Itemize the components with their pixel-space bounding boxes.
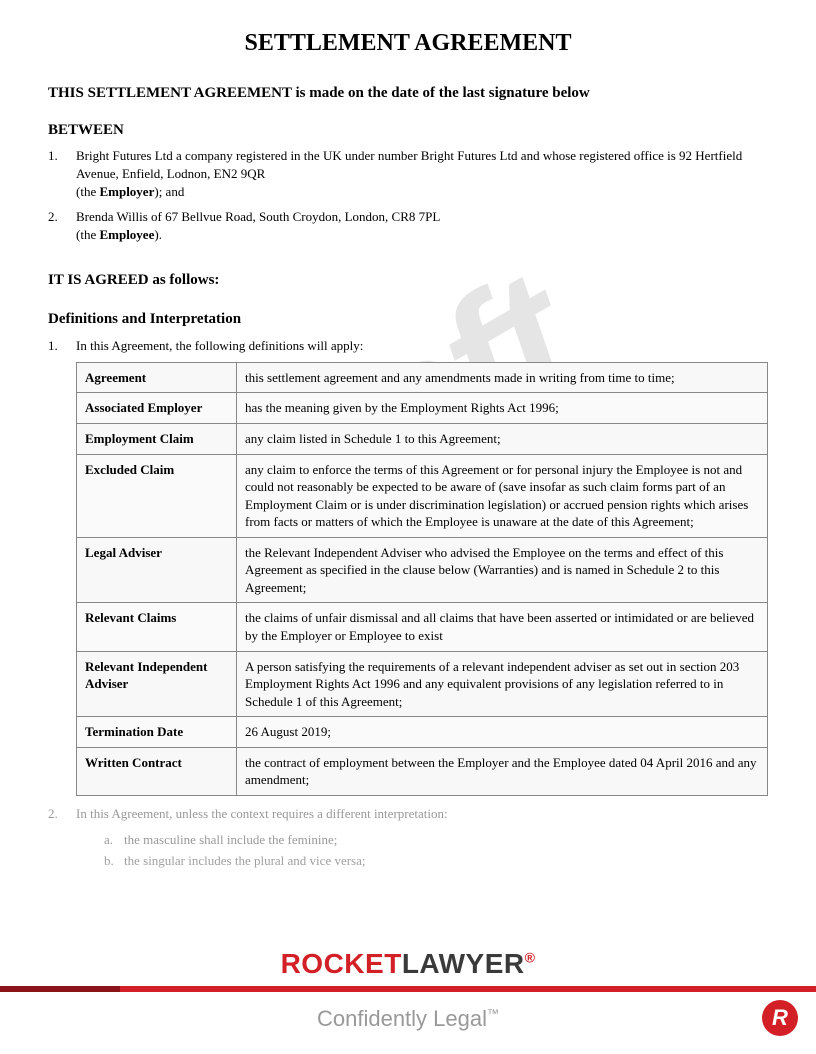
sub-letter: b. [104, 851, 124, 871]
sub-text: the singular includes the plural and vic… [124, 851, 366, 871]
table-row: Termination Date 26 August 2019; [77, 717, 768, 748]
sub-letter: a. [104, 830, 124, 850]
party-text: Bright Futures Ltd a company registered … [76, 148, 742, 181]
agreed-heading: IT IS AGREED as follows: [48, 272, 768, 289]
footer-logo: ROCKETLAWYER® [0, 948, 816, 986]
party-role-suffix: ). [154, 227, 162, 242]
definition-term: Associated Employer [77, 393, 237, 424]
party-item: 1. Bright Futures Ltd a company register… [48, 147, 768, 202]
definition-text: any claim to enforce the terms of this A… [237, 454, 768, 537]
clause-2: 2. In this Agreement, unless the context… [48, 806, 768, 822]
definition-text: any claim listed in Schedule 1 to this A… [237, 424, 768, 455]
intro-line: THIS SETTLEMENT AGREEMENT is made on the… [48, 85, 768, 102]
party-body: Bright Futures Ltd a company registered … [76, 147, 768, 202]
table-row: Employment Claim any claim listed in Sch… [77, 424, 768, 455]
definition-term: Written Contract [77, 747, 237, 795]
document-title: SETTLEMENT AGREEMENT [48, 30, 768, 57]
clause-text: In this Agreement, unless the context re… [76, 806, 448, 822]
registered-mark: ® [525, 950, 536, 966]
document-page: SETTLEMENT AGREEMENT THIS SETTLEMENT AGR… [0, 0, 816, 871]
party-body: Brenda Willis of 67 Bellvue Road, South … [76, 208, 768, 244]
table-row: Agreement this settlement agreement and … [77, 362, 768, 393]
definition-term: Agreement [77, 362, 237, 393]
definition-text: A person satisfying the requirements of … [237, 651, 768, 717]
party-role-prefix: (the [76, 184, 99, 199]
party-role: Employee [99, 227, 154, 242]
definition-term: Employment Claim [77, 424, 237, 455]
definition-term: Termination Date [77, 717, 237, 748]
tagline-text: Confidently Legal [317, 1006, 487, 1031]
definition-text: the Relevant Independent Adviser who adv… [237, 537, 768, 603]
party-text: Brenda Willis of 67 Bellvue Road, South … [76, 209, 440, 224]
between-heading: BETWEEN [48, 122, 768, 139]
party-number: 1. [48, 147, 76, 202]
definition-term: Excluded Claim [77, 454, 237, 537]
clause-2-sublist: a. the masculine shall include the femin… [48, 830, 768, 871]
table-row: Written Contract the contract of employm… [77, 747, 768, 795]
list-item: b. the singular includes the plural and … [104, 851, 768, 871]
footer-tagline: Confidently Legal™ R [0, 992, 816, 1054]
table-row: Associated Employer has the meaning give… [77, 393, 768, 424]
definition-term: Relevant Independent Adviser [77, 651, 237, 717]
definition-term: Relevant Claims [77, 603, 237, 651]
brand-badge-icon: R [762, 1000, 798, 1036]
sub-text: the masculine shall include the feminine… [124, 830, 337, 850]
table-row: Legal Adviser the Relevant Independent A… [77, 537, 768, 603]
parties-list: 1. Bright Futures Ltd a company register… [48, 147, 768, 244]
logo-part-2: LAWYER [402, 948, 525, 979]
definitions-intro: 1. In this Agreement, the following defi… [48, 338, 768, 354]
logo-part-1: ROCKET [281, 948, 402, 979]
definition-text: this settlement agreement and any amendm… [237, 362, 768, 393]
clause-text: In this Agreement, the following definit… [76, 338, 363, 354]
definitions-table: Agreement this settlement agreement and … [76, 362, 768, 796]
party-role-prefix: (the [76, 227, 99, 242]
page-footer: ROCKETLAWYER® Confidently Legal™ R [0, 948, 816, 1054]
definition-text: 26 August 2019; [237, 717, 768, 748]
definition-term: Legal Adviser [77, 537, 237, 603]
definitions-heading: Definitions and Interpretation [48, 311, 768, 328]
list-item: a. the masculine shall include the femin… [104, 830, 768, 850]
party-role: Employer [99, 184, 154, 199]
table-row: Relevant Independent Adviser A person sa… [77, 651, 768, 717]
trademark-mark: ™ [487, 1007, 499, 1021]
definition-text: the claims of unfair dismissal and all c… [237, 603, 768, 651]
party-item: 2. Brenda Willis of 67 Bellvue Road, Sou… [48, 208, 768, 244]
table-row: Excluded Claim any claim to enforce the … [77, 454, 768, 537]
clause-number: 2. [48, 806, 76, 822]
clause-number: 1. [48, 338, 76, 354]
definition-text: has the meaning given by the Employment … [237, 393, 768, 424]
party-role-suffix: ); and [154, 184, 184, 199]
definition-text: the contract of employment between the E… [237, 747, 768, 795]
table-row: Relevant Claims the claims of unfair dis… [77, 603, 768, 651]
party-number: 2. [48, 208, 76, 244]
